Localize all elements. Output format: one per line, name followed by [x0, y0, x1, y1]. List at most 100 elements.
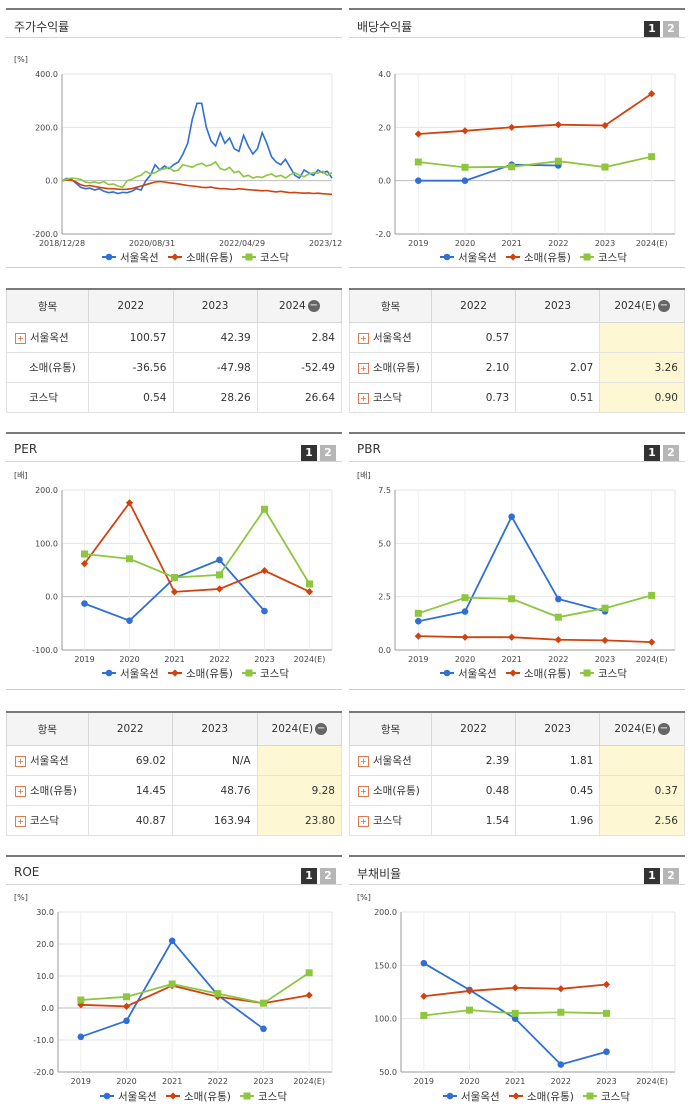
column-header: 항목: [349, 711, 432, 746]
expand-plus-icon[interactable]: +: [358, 392, 369, 404]
data-point-1: [81, 600, 88, 607]
x-tick-label: 2019: [414, 1077, 434, 1086]
data-point-3: [306, 580, 313, 588]
legend-marker: [586, 1092, 594, 1100]
data-point-3: [508, 163, 516, 171]
data-point-1: [123, 1017, 130, 1025]
table-row: + 서울옥션 0.57: [349, 322, 685, 353]
legend-marker: [512, 1092, 520, 1100]
value-cell: N/A: [171, 745, 258, 776]
expand-plus-icon[interactable]: +: [358, 332, 369, 344]
row-name-cell: 코스닥: [5, 382, 90, 413]
x-tick-label: 2021: [501, 239, 521, 248]
value-cell: 1.81: [515, 745, 601, 776]
expand-plus-icon[interactable]: +: [358, 755, 369, 767]
y-tick-label: -200.0: [32, 230, 58, 239]
column-header-label: 항목: [37, 300, 58, 313]
data-point-2: [601, 636, 609, 644]
column-header: 2023: [515, 711, 601, 746]
value-cell: 1.54: [430, 805, 517, 836]
value-cell: 9.28: [256, 775, 343, 806]
data-point-3: [508, 595, 516, 603]
y-tick-label: 10.0: [36, 972, 54, 981]
value-cell: 2.84: [256, 322, 343, 353]
row-name-cell: + 소매(유통): [349, 352, 432, 383]
data-point-1: [126, 617, 133, 624]
value-cell: 3.26: [599, 352, 685, 383]
x-tick-label: 2022: [548, 655, 568, 664]
table-row: + 서울옥션 2.39 1.81: [349, 745, 685, 776]
collapse-icon[interactable]: −: [315, 723, 328, 735]
data-point-2: [648, 90, 656, 98]
view-1-button[interactable]: 1: [644, 868, 660, 884]
data-point-3: [171, 573, 178, 581]
panel-header: 주가수익률: [6, 8, 342, 38]
view-2-button[interactable]: 2: [320, 445, 336, 461]
x-tick-label: 2020/08/31: [129, 239, 175, 248]
data-point-1: [555, 595, 562, 603]
row-name: 코스닥: [29, 392, 58, 404]
y-tick-label: 4.0: [378, 70, 391, 79]
collapse-icon[interactable]: −: [657, 723, 670, 735]
data-point-3: [260, 999, 267, 1007]
view-1-button[interactable]: 1: [644, 21, 660, 37]
legend-label: 코스닥: [598, 252, 627, 264]
data-point-1: [557, 1061, 565, 1068]
view-2-button[interactable]: 2: [320, 868, 336, 884]
data-point-1: [603, 1048, 610, 1056]
view-1-button[interactable]: 1: [644, 445, 660, 461]
data-point-1: [420, 959, 428, 967]
legend-label: 코스닥: [601, 1091, 630, 1103]
column-header-label: 항목: [380, 723, 401, 736]
legend-marker: [243, 1092, 251, 1100]
pbr-table: 항목 2022 2023 2024(E) − + 서울옥션 2.39 1.81 + 소매(유통) 0.…: [349, 711, 685, 836]
column-header-label: 2024(E): [614, 723, 656, 735]
data-point-2: [170, 588, 179, 596]
expand-plus-icon[interactable]: +: [15, 815, 26, 827]
table-row: + 코스닥 0.73 0.51 0.90: [349, 382, 685, 413]
series-line-3: [418, 155, 652, 169]
legend-label: 소매(유통): [184, 1091, 231, 1103]
value-cell: 0.73: [430, 382, 517, 413]
panel-divider: [6, 689, 342, 690]
pbr-chart: [배] 7.5 5.0 2.5 0.0 2019 2020 2021 2022 2023 2024(…: [357, 471, 676, 680]
data-point-2: [414, 632, 422, 640]
expand-plus-icon[interactable]: +: [15, 785, 26, 797]
data-point-2: [508, 123, 516, 131]
data-point-3: [261, 505, 268, 513]
expand-plus-icon[interactable]: +: [15, 332, 26, 344]
y-unit-label: [배]: [357, 471, 371, 480]
expand-plus-icon[interactable]: +: [358, 815, 369, 827]
per-chart: [배] 200.0 100.0 0.0 -100.0 2019 2020 2021 2022 20…: [14, 471, 333, 680]
roe-chart: [%] 30.0 20.0 10.0 0.0 -10.0 -20.0 2019 2020 2021…: [14, 893, 333, 1103]
y-tick-label: -10.0: [33, 1036, 54, 1045]
data-point-2: [260, 567, 269, 575]
collapse-icon[interactable]: −: [307, 300, 320, 312]
view-2-button[interactable]: 2: [663, 868, 679, 884]
expand-plus-icon[interactable]: +: [358, 785, 369, 797]
value-cell: 69.02: [87, 745, 173, 776]
view-2-button[interactable]: 2: [663, 21, 679, 37]
y-tick-label: 20.0: [36, 940, 54, 949]
legend-marker: [245, 253, 253, 261]
expand-plus-icon[interactable]: +: [15, 755, 26, 767]
data-point-3: [77, 996, 85, 1004]
value-cell: [599, 745, 685, 776]
data-point-3: [603, 1009, 610, 1017]
legend-marker: [171, 669, 179, 677]
view-2-button[interactable]: 2: [663, 445, 679, 461]
header-row: 항목 2022 2023 2024−: [5, 288, 343, 323]
view-1-button[interactable]: 1: [301, 445, 317, 461]
expand-plus-icon[interactable]: +: [358, 362, 369, 374]
legend-label: 서울옥션: [118, 1091, 157, 1103]
data-point-2: [508, 633, 516, 641]
collapse-icon[interactable]: −: [657, 300, 670, 312]
y-tick-label: 0.0: [41, 1004, 54, 1013]
y-tick-label: 200.0: [35, 123, 58, 132]
view-1-button[interactable]: 1: [301, 868, 317, 884]
column-header-label: 2022: [460, 723, 487, 735]
